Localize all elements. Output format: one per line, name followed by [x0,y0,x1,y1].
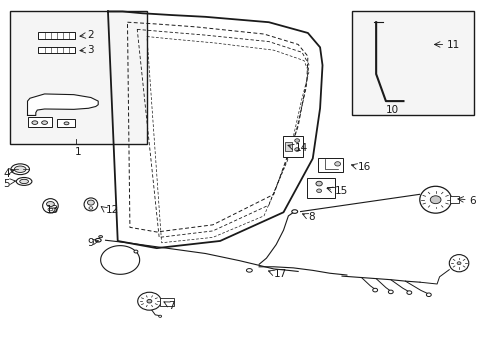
Ellipse shape [11,164,29,175]
Text: 5: 5 [3,179,10,189]
Ellipse shape [372,288,377,292]
Ellipse shape [291,210,297,213]
Ellipse shape [89,207,93,209]
Ellipse shape [64,122,69,125]
Text: 9: 9 [87,238,94,248]
Text: 4: 4 [3,168,10,179]
Ellipse shape [46,202,54,207]
Ellipse shape [16,177,32,185]
Text: 2: 2 [87,31,94,40]
Ellipse shape [246,269,252,272]
Ellipse shape [315,181,322,186]
Text: 14: 14 [294,143,307,153]
Text: 13: 13 [45,206,59,216]
Ellipse shape [42,199,58,213]
Bar [285,142,292,151]
Polygon shape [108,12,322,248]
Bar [27,117,52,127]
Ellipse shape [95,238,101,242]
Polygon shape [27,94,98,116]
Bar [39,47,75,53]
Ellipse shape [84,198,98,211]
Text: 8: 8 [307,212,314,222]
Text: 1: 1 [75,147,81,157]
Ellipse shape [41,121,47,125]
Ellipse shape [32,121,38,125]
Text: 3: 3 [87,45,94,55]
Ellipse shape [456,262,460,265]
Ellipse shape [426,293,430,297]
Bar [39,32,75,39]
Ellipse shape [20,179,28,184]
Ellipse shape [99,235,102,238]
Ellipse shape [406,291,411,294]
Ellipse shape [387,290,392,294]
Bar [306,178,334,198]
Bar [449,196,458,203]
Bar [10,12,147,144]
Ellipse shape [334,162,340,166]
Ellipse shape [147,300,152,303]
Ellipse shape [294,148,299,151]
Ellipse shape [294,139,299,142]
Ellipse shape [14,166,26,172]
Bar [282,136,303,157]
Ellipse shape [316,189,321,193]
Ellipse shape [87,200,94,205]
Ellipse shape [134,250,138,253]
Text: 15: 15 [334,186,347,196]
Text: 6: 6 [468,196,474,206]
Text: 16: 16 [357,162,370,172]
Bar [160,298,173,306]
Text: 17: 17 [273,269,286,279]
Bar [318,158,343,172]
Ellipse shape [429,196,440,204]
Bar [57,119,75,127]
Ellipse shape [419,186,450,213]
Text: 12: 12 [105,205,119,215]
Ellipse shape [448,255,468,272]
Text: 10: 10 [385,105,398,115]
Bar [351,12,473,116]
Ellipse shape [48,208,53,211]
Ellipse shape [158,315,161,318]
Text: 7: 7 [168,301,175,311]
Text: 11: 11 [446,40,459,50]
Ellipse shape [138,292,161,310]
